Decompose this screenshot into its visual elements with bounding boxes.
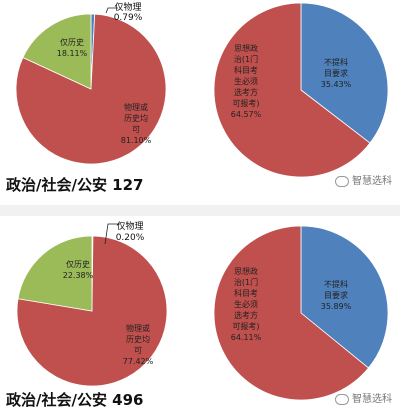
slice-label-line: 64.57% <box>231 110 262 119</box>
slice-label-line: 仅历史 <box>60 37 84 47</box>
slice-label-line: 目要求 <box>324 290 348 300</box>
slice-label-p2b_s0: 不提科目要求 35.89% <box>321 279 352 311</box>
slice-label-p1a_s1: 物理或历史均可 81.10% <box>121 102 152 145</box>
panel-2: 仅物理 0.20% 物理或历史均可 77.42% 仅历史 22.38% 不提科目要求 35.8… <box>0 216 400 419</box>
slice-label-line: 治(1门 <box>234 277 258 287</box>
leader-line-p2a_s0 <box>104 223 120 245</box>
wechat-icon <box>335 393 349 405</box>
watermark-1: 智慧选科 <box>335 172 392 187</box>
pie-charts-group-1: 仅物理 0.79% 物理或历史均可 81.10% 仅历史 18.11% 不提科目要求 35.4… <box>15 1 389 178</box>
slice-label-p1b_s1: 思想政治(1门科目考生必须选考方可报考) 64.57% <box>231 43 262 119</box>
slice-label-line: 不提科 <box>324 57 348 67</box>
pie-slice-p1b-1 <box>213 2 371 178</box>
slice-label-line: 科目考 <box>234 288 258 298</box>
slice-label-p2a_s0: 仅物理 0.20% <box>116 220 145 243</box>
leader-line-p1a_s0 <box>105 7 118 14</box>
slice-label-line: 科目考 <box>234 65 258 75</box>
slice-label-line: 35.89% <box>321 302 352 311</box>
slice-label-line: 可 <box>132 125 140 134</box>
panel-2-caption: 政治/社会/公安 496 <box>6 391 144 409</box>
slice-label-p1b_s0: 不提科目要求 35.43% <box>321 57 352 89</box>
slice-label-line: 22.38% <box>63 271 94 280</box>
panel-1-caption: 政治/社会/公安 127 <box>6 176 144 194</box>
slice-label-line: 历史均 <box>124 113 148 123</box>
slice-label-line: 仅物理 <box>114 1 141 13</box>
slice-label-line: 35.43% <box>321 80 352 89</box>
slice-label-line: 可 <box>134 346 142 355</box>
watermark-text: 智慧选科 <box>352 176 392 187</box>
slice-label-line: 0.20% <box>116 233 145 243</box>
slice-label-p2b_s1: 思想政治(1门科目考生必须选考方可报考) 64.11% <box>231 266 262 342</box>
slice-label-line: 选考方 <box>234 87 258 97</box>
slice-label-line: 0.79% <box>114 13 143 23</box>
slice-label-line: 目要求 <box>324 68 348 78</box>
pie-slice-p1b-0 <box>300 2 389 144</box>
panel-separator <box>0 205 400 216</box>
slice-label-line: 可报考) <box>232 98 259 108</box>
slice-label-line: 治(1门 <box>234 54 258 64</box>
slice-label-line: 18.11% <box>57 49 88 58</box>
panel-1: 仅物理 0.79% 物理或历史均可 81.10% 仅历史 18.11% 不提科目要求 35.4… <box>0 0 400 205</box>
pie-chart-p1a: 仅物理 0.79% 物理或历史均可 81.10% 仅历史 18.11% <box>15 1 167 165</box>
slice-label-line: 81.10% <box>121 136 152 145</box>
slice-label-p2a_s2: 仅历史 22.38% <box>63 259 94 280</box>
pie-chart-p2a: 仅物理 0.20% 物理或历史均可 77.42% 仅历史 22.38% <box>16 220 168 387</box>
slice-label-line: 思想政 <box>234 43 258 53</box>
slice-label-p1a_s2: 仅历史 18.11% <box>57 37 88 58</box>
slice-label-line: 思想政 <box>234 266 258 276</box>
pie-slice-p2b-0 <box>300 225 389 369</box>
slice-label-line: 物理或 <box>126 323 150 333</box>
pie-charts-group-2: 仅物理 0.20% 物理或历史均可 77.42% 仅历史 22.38% 不提科目要求 35.8… <box>16 220 389 401</box>
wechat-icon <box>335 175 349 187</box>
watermark-2: 智慧选科 <box>335 390 392 405</box>
slice-label-line: 仅物理 <box>116 220 143 232</box>
watermark-text: 智慧选科 <box>352 394 392 405</box>
slice-label-line: 选考方 <box>234 310 258 320</box>
slice-label-line: 仅历史 <box>66 259 90 269</box>
slice-label-line: 历史均 <box>126 334 150 344</box>
pie-chart-p1b: 不提科目要求 35.43% 思想政治(1门科目考生必须选考方可报考) 64.57% <box>213 2 389 178</box>
slice-label-line: 可报考) <box>232 321 259 331</box>
slice-label-p2a_s1: 物理或历史均可 77.42% <box>123 323 154 366</box>
pie-slice-p2a-2 <box>17 235 93 312</box>
slice-label-line: 不提科 <box>324 279 348 289</box>
slice-label-line: 77.42% <box>123 357 154 366</box>
slice-label-line: 生必须 <box>234 299 258 309</box>
slice-label-line: 64.11% <box>231 333 262 342</box>
slice-label-line: 物理或 <box>124 102 148 112</box>
pie-chart-p2b: 不提科目要求 35.89% 思想政治(1门科目考生必须选考方可报考) 64.11% <box>213 225 389 401</box>
slice-label-p1a_s0: 仅物理 0.79% <box>114 1 143 23</box>
pie-slice-p1a-2 <box>22 13 92 90</box>
pie-slice-p2b-1 <box>213 225 369 401</box>
slice-label-line: 生必须 <box>234 76 258 86</box>
